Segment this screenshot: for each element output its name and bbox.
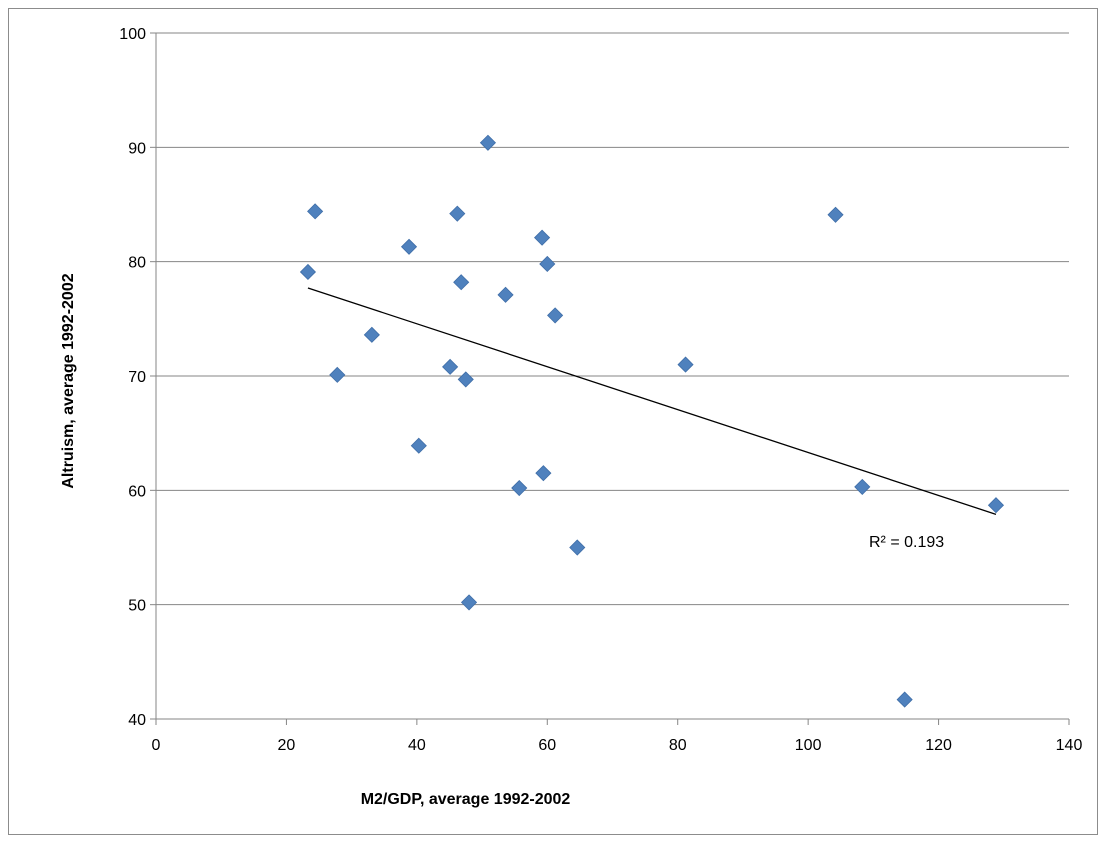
gridlines [156,32,1069,606]
data-point [329,366,346,383]
y-tick-labels: 40 50 60 70 80 90 100 [119,26,146,729]
x-tick-label: 100 [795,737,822,754]
data-point [497,286,514,303]
y-tick-label: 70 [128,369,146,386]
x-tick-labels: 0 20 40 60 80 100 120 140 [152,737,1083,754]
x-tick-label: 60 [538,737,556,754]
data-point [854,478,871,495]
data-point [363,326,380,343]
y-tick-label: 90 [128,140,146,157]
data-point [547,307,564,324]
data-points [299,134,1005,708]
scatter-chart: 40 50 60 70 80 90 100 0 20 40 60 80 100 120 140 R² = … [60,26,1083,808]
data-point [987,497,1005,514]
data-point [449,205,466,222]
x-tick-label: 0 [152,737,161,754]
trendline [307,287,997,515]
data-point [299,263,317,281]
x-tick-label: 20 [278,737,296,754]
x-tick-label: 40 [408,737,426,754]
data-point [400,238,418,255]
data-point [539,255,556,273]
data-point [307,203,324,220]
data-point [460,594,478,611]
y-axis-title: Altruism, average 1992-2002 [60,273,77,488]
x-tick-label: 80 [669,737,687,754]
data-point [511,479,528,497]
data-point [457,371,474,388]
chart-frame: 40 50 60 70 80 90 100 0 20 40 60 80 100 120 140 R² = … [8,8,1098,835]
trendline-group [307,287,997,515]
data-point [479,134,497,151]
data-point [535,465,552,482]
r-squared-label: R² = 0.193 [869,534,944,551]
data-point [442,358,459,375]
x-tick-label: 140 [1056,737,1083,754]
y-tick-label: 60 [128,483,146,500]
data-point [453,274,470,291]
data-point [410,437,427,454]
data-point [896,691,913,708]
y-tick-label: 50 [128,598,146,615]
y-tick-label: 100 [119,26,146,43]
data-point [827,206,844,223]
y-tick-label: 80 [128,255,146,272]
data-point [569,539,586,556]
y-tick-label: 40 [128,712,146,729]
data-point [534,229,551,246]
x-tick-label: 120 [925,737,952,754]
data-point [677,356,694,373]
axes [150,32,1070,725]
x-axis-title: M2/GDP, average 1992-2002 [361,791,571,808]
